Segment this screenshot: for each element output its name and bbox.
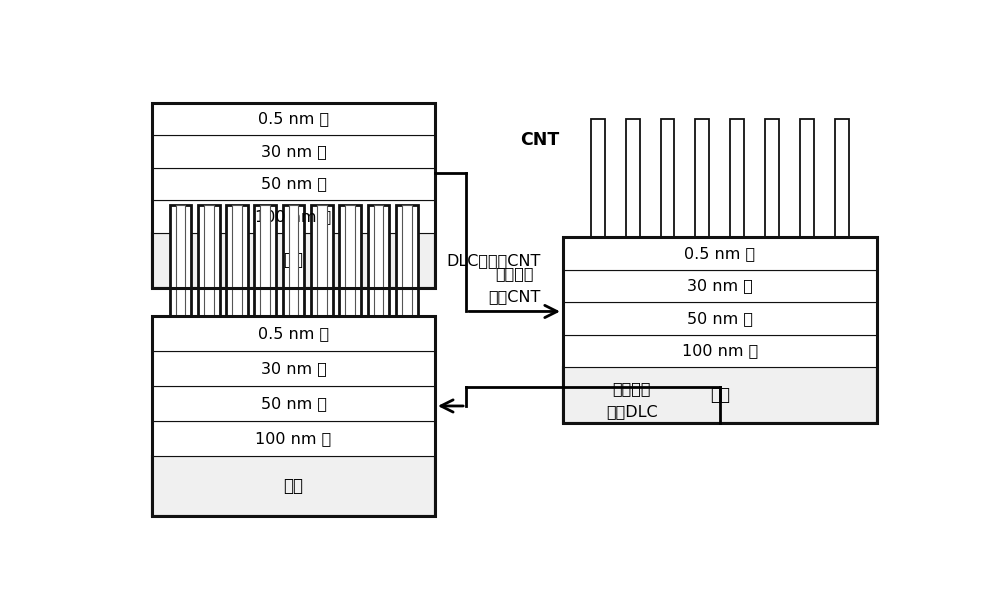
Bar bbox=[317, 204, 327, 316]
Bar bbox=[152, 386, 435, 421]
Text: 硅片: 硅片 bbox=[710, 386, 730, 404]
Bar bbox=[152, 103, 435, 135]
Bar bbox=[152, 421, 435, 456]
Bar bbox=[204, 204, 214, 316]
Bar bbox=[232, 204, 242, 316]
Text: 硅片: 硅片 bbox=[284, 251, 304, 270]
Bar bbox=[176, 204, 185, 316]
Bar bbox=[402, 204, 412, 316]
Text: 30 nm 铝: 30 nm 铝 bbox=[687, 279, 753, 294]
Bar bbox=[765, 119, 779, 237]
Text: 硅片: 硅片 bbox=[284, 477, 304, 495]
Bar bbox=[260, 204, 270, 316]
Text: 50 nm 铜: 50 nm 铜 bbox=[687, 311, 753, 326]
Bar bbox=[563, 367, 877, 423]
Bar bbox=[396, 204, 418, 316]
Bar bbox=[311, 204, 333, 316]
Bar bbox=[152, 351, 435, 386]
Bar bbox=[563, 302, 877, 335]
Bar bbox=[661, 119, 674, 237]
Bar bbox=[226, 204, 248, 316]
Bar bbox=[345, 204, 355, 316]
Text: 30 nm 铝: 30 nm 铝 bbox=[261, 144, 326, 159]
Bar bbox=[835, 119, 849, 237]
Bar bbox=[152, 168, 435, 200]
Bar bbox=[339, 204, 361, 316]
Text: 50 nm 铜: 50 nm 铜 bbox=[261, 176, 327, 191]
Bar bbox=[152, 233, 435, 288]
Bar bbox=[198, 204, 220, 316]
Bar bbox=[170, 204, 191, 316]
Bar bbox=[563, 335, 877, 367]
Bar bbox=[283, 204, 304, 316]
Bar bbox=[152, 316, 435, 351]
Bar bbox=[152, 200, 435, 233]
Bar bbox=[800, 119, 814, 237]
Bar bbox=[254, 204, 276, 316]
Bar bbox=[368, 204, 389, 316]
Text: 高温处理: 高温处理 bbox=[495, 267, 534, 281]
Text: 0.5 nm 铁: 0.5 nm 铁 bbox=[258, 112, 329, 126]
Bar bbox=[563, 237, 877, 423]
Text: 30 nm 铝: 30 nm 铝 bbox=[261, 361, 326, 376]
Text: 50 nm 铜: 50 nm 铜 bbox=[261, 396, 327, 411]
Text: 生长CNT: 生长CNT bbox=[488, 289, 541, 305]
Bar bbox=[152, 135, 435, 168]
Bar bbox=[591, 119, 605, 237]
Bar bbox=[374, 204, 383, 316]
Bar bbox=[626, 119, 640, 237]
Bar bbox=[152, 456, 435, 516]
Bar bbox=[152, 316, 435, 516]
Bar bbox=[563, 237, 877, 270]
Text: 100 nm 馒: 100 nm 馒 bbox=[682, 344, 758, 358]
Bar bbox=[152, 103, 435, 288]
Bar bbox=[695, 119, 709, 237]
Text: 0.5 nm 铁: 0.5 nm 铁 bbox=[684, 246, 755, 261]
Text: 100 nm 馒: 100 nm 馒 bbox=[255, 209, 332, 224]
Text: 0.5 nm 铁: 0.5 nm 铁 bbox=[258, 326, 329, 341]
Text: 沉积DLC: 沉积DLC bbox=[606, 404, 657, 419]
Bar bbox=[289, 204, 298, 316]
Text: CNT: CNT bbox=[520, 131, 559, 149]
Text: 磁控溅射: 磁控溅射 bbox=[612, 381, 651, 396]
Bar bbox=[563, 270, 877, 302]
Text: 100 nm 馒: 100 nm 馒 bbox=[255, 431, 332, 446]
Text: DLC包覆的CNT: DLC包覆的CNT bbox=[447, 253, 541, 268]
Bar bbox=[730, 119, 744, 237]
